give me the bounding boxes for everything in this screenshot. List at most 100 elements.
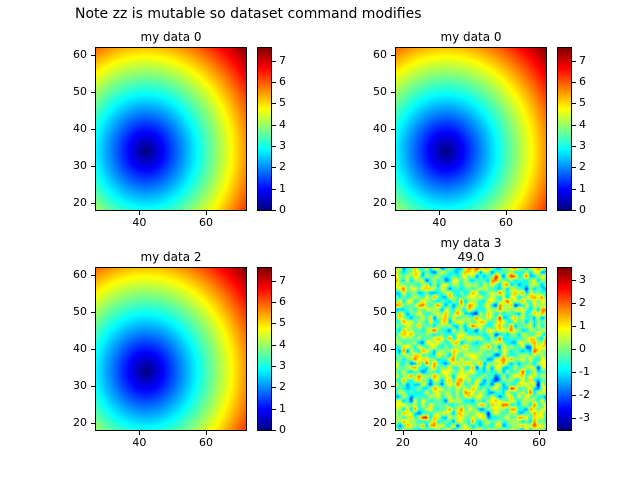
colorbar-tick-mark [572, 210, 576, 211]
colorbar-tick-mark [272, 188, 276, 190]
colorbar-tick-mark [272, 323, 276, 325]
y-tick-mark [91, 55, 95, 57]
colorbar-tick-label: 6 [279, 295, 286, 309]
colorbar-tick-label: -3 [579, 411, 590, 425]
x-tick-label: 20 [395, 436, 410, 449]
y-tick-label: 60 [373, 48, 387, 62]
y-tick-mark [391, 312, 395, 314]
colorbar-tick-label: 5 [279, 316, 286, 330]
subplot-bottom-right: my data 3 49.0 20 40 60 20 30 40 50 60 -3 -2 -1 0 1 2… [373, 236, 590, 449]
colorbar-tick-mark [572, 325, 576, 327]
y-tick-label: 50 [73, 305, 87, 319]
x-tick-label: 60 [199, 216, 213, 229]
colorbar-tick-label: 3 [579, 139, 586, 153]
colorbar-tick-mark [272, 60, 276, 62]
y-tick-label: 20 [73, 415, 87, 429]
x-tick-mark [402, 431, 404, 435]
colorbar-tick-mark [572, 82, 576, 84]
y-tick-mark [391, 275, 395, 277]
colorbar-tick-label: 2 [579, 295, 586, 309]
colorbar-tick-mark [572, 395, 576, 397]
heatmap-plot-area [95, 47, 247, 211]
y-tick-label: 40 [73, 122, 87, 135]
colorbar-tick-label: 1 [579, 181, 586, 195]
colorbar-tick-mark [272, 210, 276, 211]
colorbar-tick-mark [572, 372, 576, 374]
y-tick-label: 20 [73, 195, 87, 209]
y-tick-mark [91, 92, 95, 94]
subplot-bottom-left: my data 2 40 60 20 30 40 50 60 0 1 2 3 4 5 6 7 [73, 250, 286, 449]
colorbar-tick-mark [272, 408, 276, 410]
y-tick-mark [391, 349, 395, 350]
colorbar-tick-mark [272, 344, 276, 346]
colorbar-tick-label: 7 [279, 273, 286, 287]
colorbar [257, 267, 272, 431]
colorbar [557, 267, 572, 431]
y-tick-mark [391, 55, 395, 57]
y-tick-mark [391, 385, 395, 387]
y-tick-label: 40 [373, 342, 387, 355]
x-tick-label: 60 [199, 436, 213, 449]
y-tick-label: 30 [73, 158, 87, 172]
colorbar-tick-label: -1 [579, 365, 590, 379]
colorbar-tick-label: 0 [579, 342, 586, 355]
x-tick-label: 40 [464, 436, 478, 449]
y-tick-mark [91, 275, 95, 277]
y-tick-mark [91, 385, 95, 387]
x-tick-label: 60 [532, 436, 547, 449]
colorbar-tick-mark [272, 366, 276, 368]
y-tick-mark [391, 422, 395, 424]
colorbar-tick-label: 4 [579, 117, 586, 131]
colorbar-tick-label: 1 [279, 401, 286, 415]
heatmap-plot-area [95, 267, 247, 431]
colorbar-tick-mark [272, 124, 276, 126]
x-tick-label: 60 [499, 216, 513, 229]
y-tick-mark [91, 312, 95, 314]
colorbar-tick-mark [572, 302, 576, 304]
y-tick-mark [91, 165, 95, 167]
y-tick-mark [391, 129, 395, 130]
colorbar-tick-label: 2 [279, 380, 286, 394]
heatmap-plot-area [395, 267, 547, 431]
x-tick-mark [139, 431, 141, 435]
colorbar-canvas [258, 48, 271, 210]
colorbar-tick-mark [272, 103, 276, 105]
heatmap-canvas [96, 48, 246, 210]
colorbar-tick-label: 2 [579, 160, 586, 174]
x-tick-mark [139, 211, 141, 215]
colorbar-tick-label: 5 [279, 96, 286, 110]
heatmap-canvas [396, 48, 546, 210]
colorbar-tick-mark [572, 103, 576, 105]
colorbar [257, 47, 272, 211]
x-tick-mark [206, 431, 207, 435]
figure-title: Note zz is mutable so dataset command mo… [75, 6, 422, 22]
colorbar-tick-mark [572, 349, 576, 350]
subplot-title: my data 3 [440, 236, 502, 250]
colorbar-tick-mark [272, 302, 276, 304]
y-tick-label: 60 [73, 268, 87, 282]
subplot-title: my data 2 [140, 250, 202, 264]
y-tick-mark [91, 129, 95, 130]
colorbar-tick-label: 7 [579, 53, 586, 67]
colorbar-canvas [258, 268, 271, 430]
heatmap-canvas [396, 268, 546, 430]
subplot-subtitle: 49.0 [457, 250, 485, 264]
x-tick-mark [439, 211, 441, 215]
colorbar-tick-label: 7 [279, 53, 286, 67]
colorbar-tick-mark [572, 418, 576, 420]
y-tick-label: 50 [73, 85, 87, 99]
subplot-top-right: my data 0 40 60 20 30 40 50 60 0 1 2 3 4 5 6 7 [373, 30, 586, 229]
y-tick-label: 40 [73, 342, 87, 355]
y-tick-label: 20 [373, 195, 387, 209]
y-tick-mark [91, 422, 95, 424]
colorbar-canvas [558, 268, 571, 430]
heatmap-canvas [96, 268, 246, 430]
y-tick-label: 40 [373, 122, 387, 135]
subplot-title: my data 0 [140, 30, 202, 44]
y-tick-mark [391, 165, 395, 167]
colorbar-tick-mark [572, 188, 576, 190]
colorbar-tick-mark [572, 146, 576, 148]
colorbar-tick-label: 0 [279, 423, 286, 436]
colorbar-tick-label: 0 [279, 203, 286, 216]
